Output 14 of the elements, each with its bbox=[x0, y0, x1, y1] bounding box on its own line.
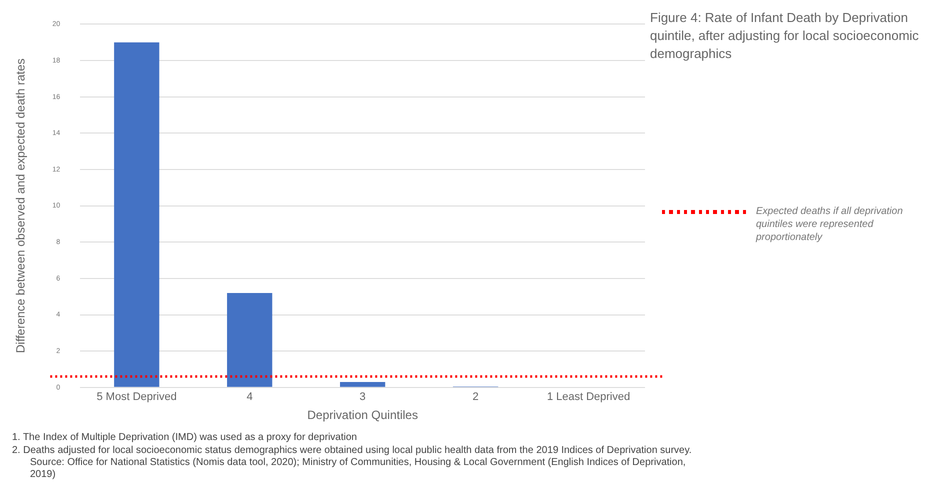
x-axis-title: Deprivation Quintiles bbox=[307, 408, 418, 422]
legend-label: Expected deaths if all deprivation quintiles were represented proportionately bbox=[756, 205, 904, 244]
x-tick-label: 2 bbox=[472, 391, 479, 404]
bar bbox=[114, 42, 160, 387]
text: 2. Deaths adjusted for local socioeconomic status demographics were obtained using local public health data from the 2019 Indices of Deprivation survey. Source: Office for National Statistics (Nomis data tool, 2020); Ministry of Communities, Housing & Local Government (English Indices of Deprivation, 2019) bbox=[12, 445, 693, 481]
x-tick-label: 1 Least Deprived bbox=[546, 391, 630, 404]
text: Figure 4: Rate of Infant Death by Deprivation quintile, after adjusting for local socioeconomic demographics bbox=[650, 10, 920, 62]
text: 1. The Index of Multiple Deprivation (IMD) was used as a proxy for deprivation bbox=[12, 432, 358, 444]
x-tick-label: 4 bbox=[246, 391, 253, 404]
y-axis-title: Difference between observed and expected death rates bbox=[14, 58, 28, 354]
x-tick-label: 3 bbox=[360, 391, 366, 404]
x-tick-label: 5 Most Deprived bbox=[96, 391, 177, 404]
bar bbox=[227, 292, 272, 387]
bar bbox=[340, 382, 386, 387]
